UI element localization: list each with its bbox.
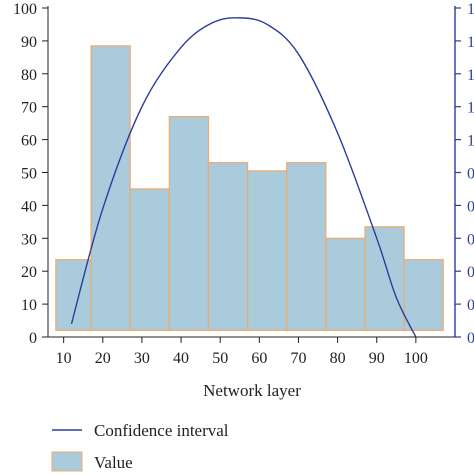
- legend: Confidence interval Value: [51, 421, 229, 472]
- x-tick-label-90: 90: [369, 350, 385, 367]
- right-tick-label-7: 1: [467, 100, 474, 117]
- right-tick-label-8: 1: [467, 67, 474, 84]
- y-tick-label-10: 10: [21, 297, 37, 314]
- x-tick-label-20: 20: [95, 350, 111, 367]
- bar-6: [286, 162, 327, 332]
- y-tick-label-60: 60: [21, 133, 37, 150]
- bars-group: [55, 45, 444, 332]
- y-tick-label-30: 30: [21, 231, 37, 248]
- x-tick-label-50: 50: [212, 350, 228, 367]
- x-tick-label-100: 100: [404, 350, 428, 367]
- bar-2: [129, 188, 170, 332]
- right-tick-label-9: 1: [467, 34, 474, 51]
- x-tick-label-40: 40: [173, 350, 189, 367]
- right-tick-label-3: 0: [467, 231, 474, 248]
- right-tick-label-2: 0: [467, 264, 474, 281]
- right-tick-label-10: 1: [467, 1, 474, 18]
- right-tick-label-6: 1: [467, 133, 474, 150]
- right-tick-label-5: 0: [467, 166, 474, 183]
- right-tick-label-4: 0: [467, 198, 474, 215]
- left-axis: 0 10 20 30 40 50 60 70 80 90 100: [13, 1, 49, 347]
- legend-label-confidence-interval: Confidence interval: [94, 421, 229, 440]
- bar-7: [325, 237, 366, 332]
- y-tick-label-70: 70: [21, 100, 37, 117]
- bottom-axis: 10 20 30 40 50 60 70 80 90 100: [48, 336, 455, 367]
- bar-5: [246, 170, 288, 332]
- right-tick-label-0: 0: [467, 330, 474, 347]
- y-tick-label-90: 90: [21, 34, 37, 51]
- x-axis-label: Network layer: [203, 381, 301, 400]
- bar-1: [90, 45, 131, 332]
- y-tick-label-0: 0: [29, 330, 37, 347]
- confidence-interval-curve: [70, 17, 417, 338]
- bar-8: [364, 226, 405, 332]
- legend-label-value: Value: [94, 453, 133, 472]
- bar-9: [403, 259, 444, 332]
- y-tick-label-20: 20: [21, 264, 37, 281]
- y-tick-label-100: 100: [13, 1, 37, 18]
- x-tick-label-60: 60: [251, 350, 267, 367]
- x-tick-label-80: 80: [330, 350, 346, 367]
- right-tick-label-1: 0: [467, 297, 474, 314]
- y-tick-label-40: 40: [21, 198, 37, 215]
- x-tick-label-70: 70: [290, 350, 306, 367]
- bar-3: [168, 115, 210, 332]
- bar-4: [207, 162, 249, 332]
- right-axis: 0 0 0 0 0 0 1 1 1 1 1: [454, 1, 474, 347]
- y-tick-label-80: 80: [21, 67, 37, 84]
- legend-patch-swatch: [51, 451, 83, 472]
- x-tick-label-30: 30: [134, 350, 150, 367]
- y-tick-label-50: 50: [21, 166, 37, 183]
- x-tick-label-10: 10: [56, 350, 72, 367]
